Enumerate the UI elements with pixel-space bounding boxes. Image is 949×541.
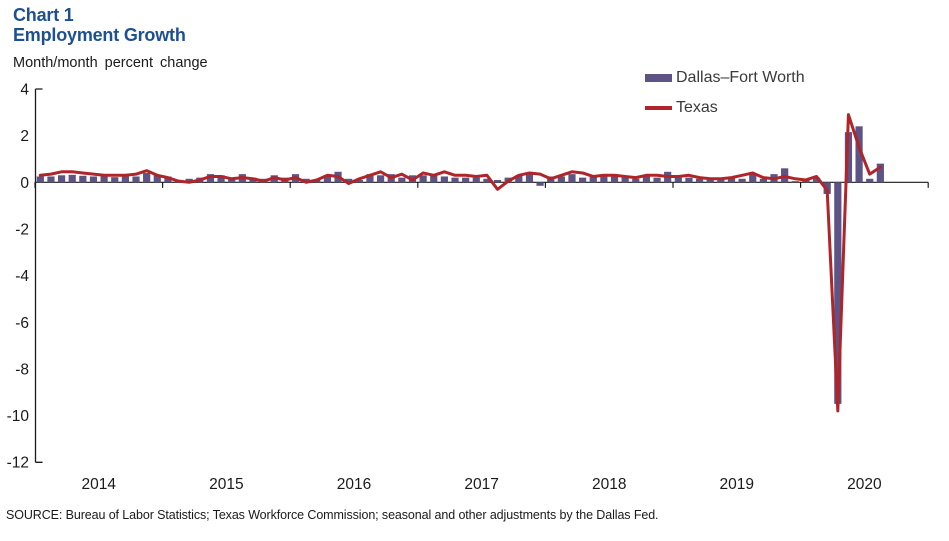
- svg-text:2017: 2017: [464, 476, 498, 493]
- dfw-bar: [557, 176, 565, 183]
- dfw-bar: [621, 177, 629, 183]
- legend-item-texas: Texas: [645, 93, 805, 123]
- dfw-bar: [568, 174, 576, 183]
- svg-text:2015: 2015: [209, 476, 243, 493]
- dfw-bar: [36, 176, 44, 183]
- dfw-bar: [483, 178, 491, 183]
- svg-text:2018: 2018: [592, 476, 626, 493]
- dfw-bar: [536, 182, 544, 186]
- dfw-bar: [217, 175, 225, 183]
- svg-text:-4: -4: [15, 268, 29, 285]
- dfw-bar: [451, 177, 459, 183]
- texas-line-swatch-icon: [645, 106, 672, 110]
- dfw-bar: [653, 177, 661, 183]
- dfw-bar: [791, 181, 799, 183]
- chart-title-block: Chart 1 Employment Growth: [13, 5, 186, 45]
- dfw-bar: [834, 182, 842, 404]
- dfw-bar: [302, 178, 310, 183]
- svg-text:2014: 2014: [82, 476, 117, 493]
- svg-text:-12: -12: [7, 455, 29, 472]
- dfw-bar: [738, 178, 746, 183]
- dfw-bar: [430, 175, 438, 183]
- dfw-bar: [376, 175, 385, 183]
- dfw-bar: [642, 176, 651, 183]
- dfw-bar: [440, 176, 448, 183]
- dfw-bars-series: [36, 126, 884, 404]
- texas-line-series: [38, 113, 882, 413]
- svg-text:2: 2: [20, 128, 29, 145]
- dfw-bar: [855, 126, 863, 183]
- dfw-bar: [525, 172, 534, 183]
- dfw-bar: [323, 175, 332, 183]
- svg-text:-8: -8: [15, 361, 29, 378]
- y-axis-labels: 4 2 0 -2 -4 -6 -8 -10 -12: [7, 82, 30, 472]
- dfw-bar: [100, 176, 108, 183]
- dfw-bar: [727, 177, 736, 183]
- dfw-bar: [844, 132, 853, 183]
- dfw-bar: [876, 163, 884, 183]
- dfw-bar: [355, 179, 363, 183]
- chart-number: Chart 1: [13, 5, 74, 25]
- dfw-bar: [515, 175, 523, 183]
- svg-text:-2: -2: [15, 221, 29, 238]
- source-note: SOURCE: Bureau of Labor Statistics; Texa…: [6, 508, 659, 522]
- svg-text:2016: 2016: [337, 476, 371, 493]
- dfw-bar: [47, 176, 55, 183]
- legend-item-dallas-fort-worth: Dallas–Fort Worth: [645, 63, 805, 93]
- dfw-bar: [472, 177, 480, 183]
- x-axis-year-labels: 2014 2015 2016 2017 2018 2019 2020: [82, 476, 882, 493]
- dfw-bar: [866, 178, 874, 183]
- dfw-bar: [79, 175, 87, 183]
- dfw-bar: [366, 174, 374, 183]
- dfw-bar: [812, 177, 821, 183]
- dfw-bar: [419, 175, 427, 183]
- dfw-bar: [632, 178, 640, 183]
- legend-label-texas: Texas: [676, 99, 718, 116]
- chart-title: Employment Growth: [13, 25, 186, 45]
- dfw-bar: [164, 176, 172, 183]
- dfw-bar: [345, 178, 353, 183]
- dfw-bar: [674, 177, 682, 183]
- dfw-bar: [600, 176, 608, 183]
- y-axis-unit-label: Month/month percent change: [13, 55, 208, 71]
- dfw-bar: [759, 178, 767, 183]
- dfw-bar: [398, 177, 406, 183]
- dfw-bar: [89, 176, 98, 183]
- dfw-bar: [68, 174, 76, 183]
- dfw-bar: [610, 176, 619, 183]
- dfw-bar: [153, 175, 161, 183]
- dfw-bar: [206, 174, 215, 183]
- dfw-bar: [493, 179, 502, 183]
- svg-text:0: 0: [20, 175, 29, 192]
- dfw-bar: [749, 174, 757, 183]
- dfw-bar: [228, 178, 236, 183]
- chart-legend: Dallas–Fort Worth Texas: [645, 63, 805, 123]
- dfw-bar: [706, 179, 714, 183]
- svg-text:2019: 2019: [720, 476, 754, 493]
- dfw-bar: [121, 176, 129, 183]
- dfw-bar: [111, 177, 119, 183]
- dfw-bar-swatch-icon: [645, 74, 672, 82]
- dfw-bar: [132, 176, 140, 183]
- dfw-bar: [579, 177, 587, 183]
- svg-text:4: 4: [20, 82, 29, 99]
- dfw-bar: [462, 177, 470, 183]
- dfw-bar: [185, 178, 193, 183]
- svg-text:-10: -10: [7, 408, 30, 425]
- dfw-bar: [589, 176, 597, 183]
- dfw-bar: [57, 175, 66, 183]
- dfw-bar: [685, 177, 693, 183]
- dfw-bar: [717, 179, 725, 183]
- svg-text:-6: -6: [15, 315, 29, 332]
- svg-text:2020: 2020: [847, 476, 882, 493]
- dfw-bar: [143, 172, 151, 183]
- axes: [34, 88, 929, 463]
- legend-label-dfw: Dallas–Fort Worth: [676, 69, 805, 86]
- dfw-bar: [695, 178, 704, 183]
